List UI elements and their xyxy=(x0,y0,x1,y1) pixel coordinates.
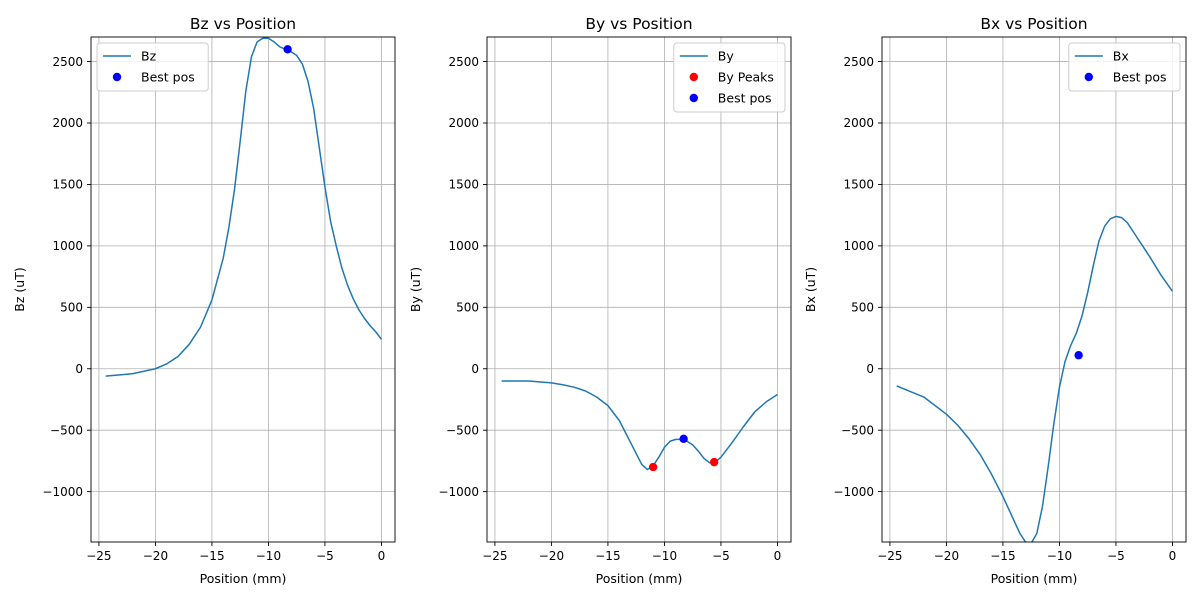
y-tick-label: 0 xyxy=(75,362,83,376)
x-tick-label: −10 xyxy=(1047,549,1072,563)
legend-box xyxy=(673,42,786,113)
x-axis-label: Position (mm) xyxy=(991,571,1078,586)
y-tick-label: 500 xyxy=(456,301,479,315)
y-tick-label: 500 xyxy=(60,301,83,315)
y-tick-label: 1000 xyxy=(52,239,83,253)
x-tick-label: 0 xyxy=(774,549,782,563)
point-by-peaks xyxy=(709,457,719,467)
x-tick-label: −10 xyxy=(256,549,281,563)
y-tick-label: −500 xyxy=(841,423,874,437)
y-tick-label: −1000 xyxy=(438,485,479,499)
y-axis-label: Bx (uT) xyxy=(803,267,818,312)
x-axis-label: Position (mm) xyxy=(200,571,287,586)
chart-panel-3: −25 −20 −15 −10 −5 0 −1000 −500 0 500 1000 1500 2000… xyxy=(803,15,1187,586)
series-line-by xyxy=(501,380,778,471)
y-tick-label: −1000 xyxy=(833,485,874,499)
y-tick-label: −500 xyxy=(50,423,83,437)
y-tick-label: 0 xyxy=(471,362,479,376)
point-by-peaks xyxy=(648,462,658,472)
y-tick-label: 1500 xyxy=(843,178,874,192)
chart-title: Bz vs Position xyxy=(190,15,296,33)
axes-frame xyxy=(486,36,792,543)
x-tick-label: 0 xyxy=(1169,549,1177,563)
legend-label: By Peaks xyxy=(718,70,774,85)
legend-label: Bz xyxy=(141,49,157,64)
legend: Bx Best pos xyxy=(1068,42,1181,92)
y-axis-label: By (uT) xyxy=(408,267,423,312)
x-tick-label: −20 xyxy=(934,549,959,563)
y-tick-label: 2000 xyxy=(448,116,479,130)
legend-point-marker xyxy=(112,72,122,82)
series-line-bx xyxy=(896,215,1174,542)
x-tick-label: −5 xyxy=(712,549,730,563)
legend-point-marker xyxy=(689,72,698,82)
y-tick-label: 2500 xyxy=(52,55,83,69)
x-tick-label: −5 xyxy=(316,549,334,563)
series-line-bz xyxy=(105,37,383,377)
x-tick-label: −15 xyxy=(595,549,620,563)
point-best-pos xyxy=(1074,351,1083,360)
y-tick-label: 1500 xyxy=(448,178,479,192)
legend-point-marker xyxy=(1084,72,1094,82)
x-tick-label: −15 xyxy=(990,549,1015,563)
y-tick-label: 1000 xyxy=(448,239,479,253)
x-tick-label: −20 xyxy=(143,549,168,563)
x-tick-label: −5 xyxy=(1107,549,1125,563)
legend-label: Best pos xyxy=(718,91,772,106)
x-tick-label: −15 xyxy=(199,549,224,563)
x-tick-label: −20 xyxy=(539,549,564,563)
legend-label: By xyxy=(718,49,735,64)
chart-title: Bx vs Position xyxy=(980,15,1087,33)
x-axis-label: Position (mm) xyxy=(596,571,683,586)
legend-box xyxy=(96,42,209,92)
point-best-pos xyxy=(679,434,688,443)
y-tick-label: −1000 xyxy=(42,485,83,499)
legend-label: Bx xyxy=(1113,49,1129,64)
legend-point-marker xyxy=(689,93,698,103)
axes-frame xyxy=(90,36,396,543)
point-best-pos xyxy=(283,45,292,54)
y-tick-label: −500 xyxy=(446,423,479,437)
legend-label: Best pos xyxy=(1113,70,1167,85)
axes-frame xyxy=(881,36,1187,543)
y-axis-label: Bz (uT) xyxy=(12,267,27,311)
x-tick-label: −10 xyxy=(652,549,677,563)
y-tick-label: 1500 xyxy=(52,178,83,192)
chart-panel-1: −25 −20 −15 −10 −5 0 −1000 −500 0 500 1000 1500 2000… xyxy=(12,15,396,586)
y-tick-label: 0 xyxy=(866,362,874,376)
y-tick-label: 2500 xyxy=(448,55,479,69)
legend-label: Best pos xyxy=(141,70,195,85)
x-tick-label: −25 xyxy=(86,549,111,563)
y-tick-label: 500 xyxy=(851,301,874,315)
y-tick-label: 1000 xyxy=(843,239,874,253)
legend-box xyxy=(1068,42,1181,92)
x-tick-label: 0 xyxy=(378,549,386,563)
legend: By By Peaks Best pos xyxy=(673,42,786,113)
chart-title: By vs Position xyxy=(585,15,692,33)
chart-panel-2: −25 −20 −15 −10 −5 0 −1000 −500 0 500 1000 1500 2000… xyxy=(408,15,792,586)
y-tick-label: 2000 xyxy=(843,116,874,130)
y-tick-label: 2000 xyxy=(52,116,83,130)
x-tick-label: −25 xyxy=(877,549,902,563)
x-tick-label: −25 xyxy=(482,549,507,563)
y-tick-label: 2500 xyxy=(843,55,874,69)
legend: Bz Best pos xyxy=(96,42,209,92)
